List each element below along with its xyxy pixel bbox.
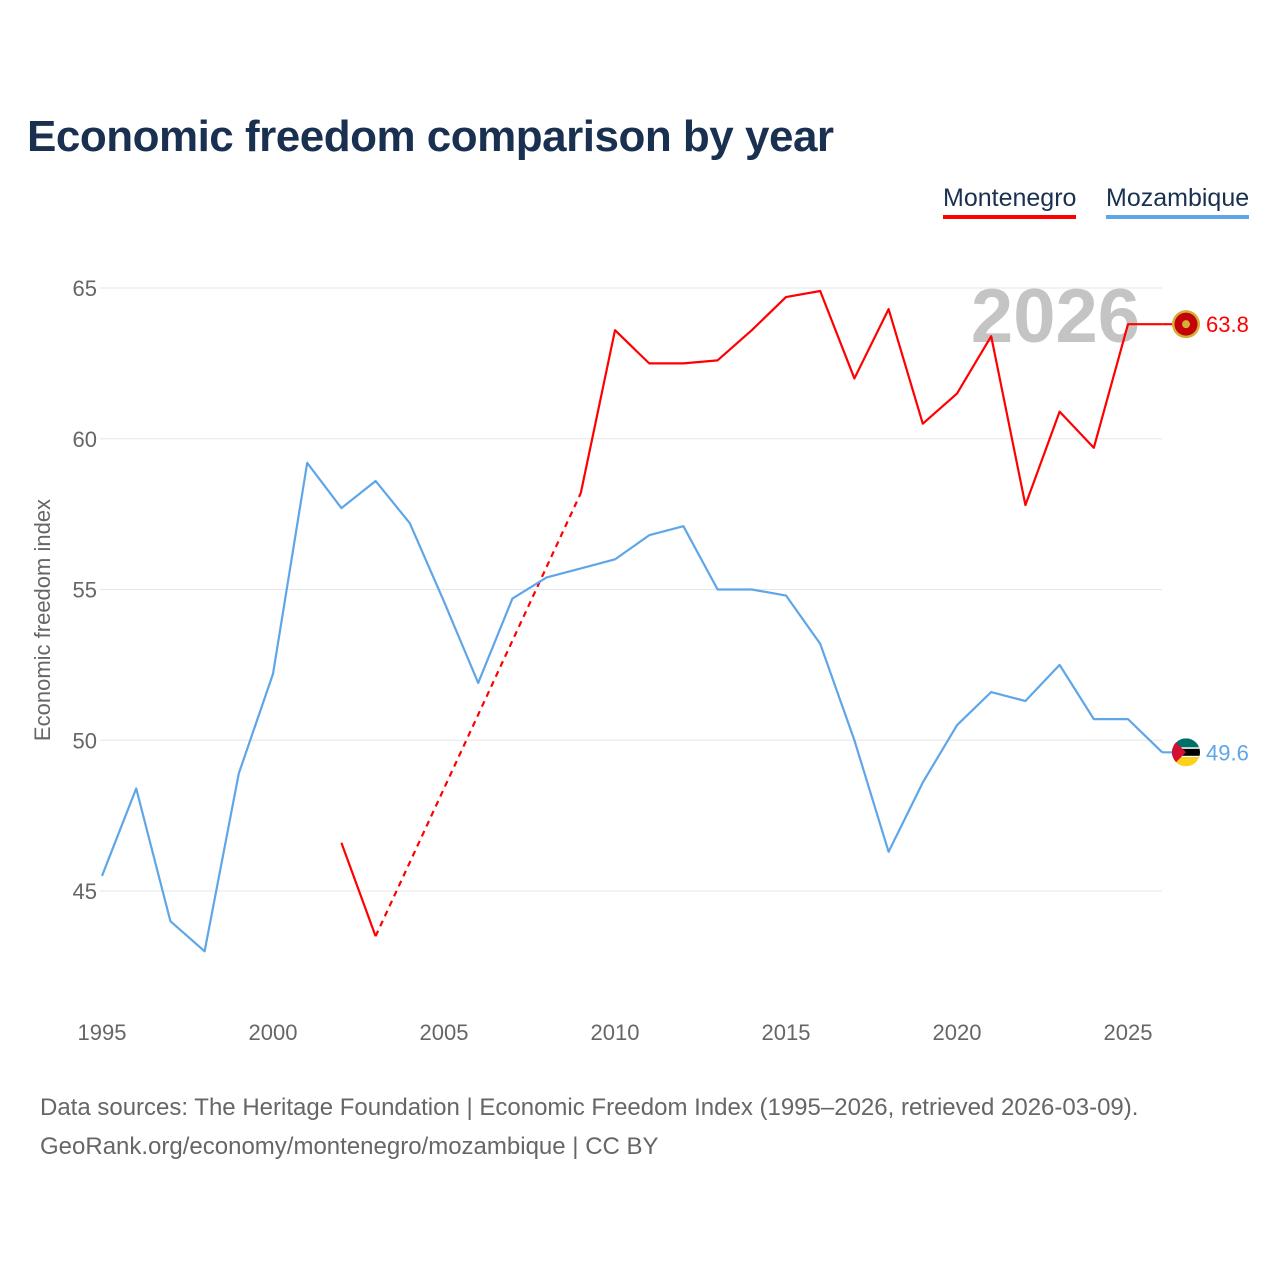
y-tick-label: 55 xyxy=(73,578,97,603)
x-tick-label: 2010 xyxy=(591,1020,640,1045)
end-value-label: 63.8 xyxy=(1206,312,1249,337)
source-link[interactable]: GeoRank.org/economy/montenegro/mozambiqu… xyxy=(40,1133,659,1160)
flag-stripe-green xyxy=(1172,738,1200,748)
legend-montenegro[interactable]: Montenegro xyxy=(943,184,1077,219)
year-watermark: 2026 xyxy=(971,274,1140,359)
y-tick-label: 60 xyxy=(73,427,97,452)
y-axis-label: Economic freedom index xyxy=(30,499,55,741)
flag-stripe-yellow xyxy=(1172,757,1200,767)
flag-fimbriation xyxy=(1172,755,1200,758)
x-tick-label: 2000 xyxy=(249,1020,298,1045)
x-tick-label: 2015 xyxy=(762,1020,811,1045)
end-value-label: 49.6 xyxy=(1206,740,1249,765)
data-sources: Data sources: The Heritage Foundation | … xyxy=(40,1094,1139,1121)
series-mozambique: 49.6 xyxy=(100,461,1249,953)
x-tick-label: 2005 xyxy=(420,1020,469,1045)
footer: Data sources: The Heritage Foundation | … xyxy=(40,1088,1138,1166)
flag-triangle xyxy=(1172,738,1186,767)
series-montenegro: 63.8 xyxy=(340,289,1249,937)
flag-emblem xyxy=(1182,320,1190,329)
chart-title: Economic freedom comparison by year xyxy=(27,112,834,161)
y-tick-label: 45 xyxy=(73,879,97,904)
x-tick-label: 2025 xyxy=(1104,1020,1153,1045)
y-tick-label: 65 xyxy=(73,276,97,301)
x-tick-label: 2020 xyxy=(933,1020,982,1045)
series-line xyxy=(100,461,1163,953)
y-tick-label: 50 xyxy=(73,728,97,753)
series-line xyxy=(579,289,1163,507)
mozambique-flag-icon xyxy=(1172,738,1200,767)
legend-mozambique[interactable]: Mozambique xyxy=(1106,184,1250,219)
flag-fimbriation xyxy=(1172,747,1200,749)
flag-body xyxy=(1172,738,1200,767)
gap-dashed-line xyxy=(374,492,582,937)
x-tick-label: 1995 xyxy=(78,1020,127,1045)
series-line xyxy=(340,842,377,937)
